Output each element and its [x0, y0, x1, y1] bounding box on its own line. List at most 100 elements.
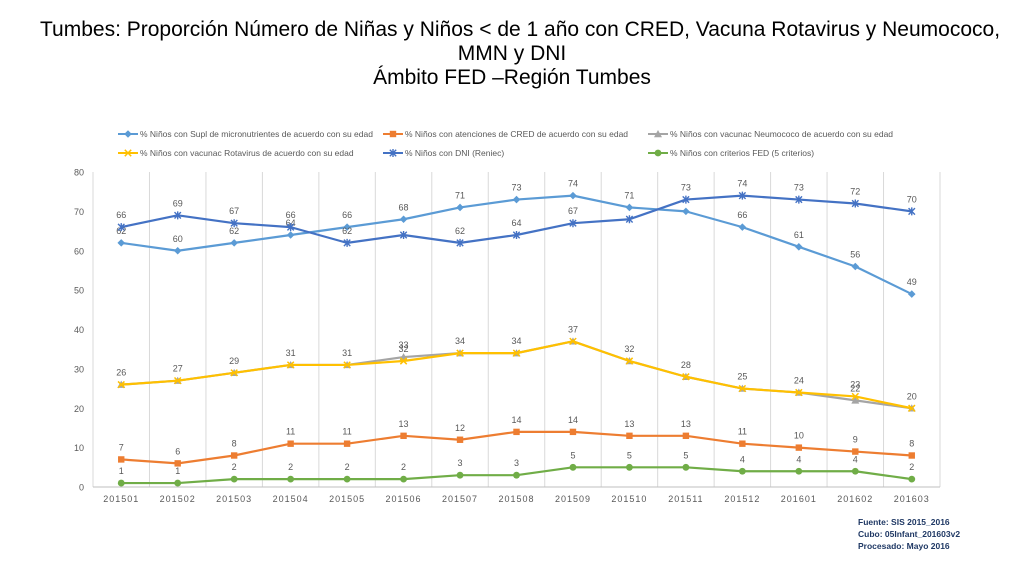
data-label: 26 — [116, 368, 126, 378]
data-label: 11 — [286, 427, 295, 437]
legend-item-0: % Niños con Supl de micronutrientes de a… — [118, 129, 373, 139]
x-tick-label: 201601 — [781, 494, 817, 504]
data-point — [230, 452, 238, 459]
data-label: 60 — [173, 234, 183, 244]
data-point — [654, 130, 662, 138]
x-tick-label: 201507 — [442, 494, 478, 504]
data-label: 49 — [907, 277, 917, 287]
data-point — [795, 243, 803, 251]
data-label: 4 — [740, 454, 745, 464]
data-label: 62 — [455, 226, 465, 236]
data-label: 73 — [511, 183, 521, 193]
y-tick-label: 60 — [74, 246, 84, 256]
data-point — [513, 428, 520, 436]
data-point — [287, 475, 295, 483]
y-tick-label: 40 — [74, 325, 84, 335]
x-tick-label: 201511 — [668, 494, 703, 504]
data-label: 32 — [624, 344, 634, 354]
data-label: 66 — [737, 210, 747, 220]
legend-label: % Niños con Supl de micronutrientes de a… — [140, 129, 373, 139]
data-label: 74 — [737, 179, 747, 189]
source-line-3: Procesado: Mayo 2016 — [858, 541, 950, 551]
title-line-3: Ámbito FED –Región Tumbes — [373, 66, 651, 89]
data-label: 20 — [907, 391, 917, 401]
data-point — [286, 231, 295, 239]
data-point — [389, 149, 397, 157]
data-point — [343, 223, 351, 231]
data-label: 7 — [119, 442, 124, 452]
x-tick-label: 201508 — [498, 494, 534, 504]
data-point — [795, 388, 803, 397]
data-point — [230, 239, 238, 247]
data-point — [456, 471, 464, 479]
data-point — [682, 373, 690, 381]
data-label: 8 — [909, 439, 914, 449]
data-point — [569, 337, 577, 346]
data-point — [569, 191, 577, 200]
data-label: 71 — [455, 190, 465, 200]
y-tick-label: 30 — [74, 364, 84, 374]
data-point — [852, 448, 859, 455]
series-2: 33 22 — [117, 337, 916, 412]
data-point — [795, 444, 803, 451]
data-label: 27 — [173, 364, 183, 374]
data-point — [399, 231, 408, 239]
data-point — [851, 392, 860, 401]
data-label: 28 — [681, 360, 691, 370]
series-5: 1 1 2 2 2 2 3 3 5 5 5 4 4 4 2 — [117, 450, 916, 487]
data-label: 64 — [286, 218, 296, 228]
data-point — [738, 191, 747, 200]
data-label: 5 — [683, 450, 688, 460]
data-point — [625, 203, 634, 212]
data-label: 66 — [342, 210, 352, 220]
data-label: 31 — [342, 348, 352, 358]
y-tick-label: 0 — [79, 483, 84, 493]
data-point — [230, 475, 238, 483]
data-point — [174, 211, 182, 220]
series-line — [121, 194, 913, 296]
data-label: 4 — [853, 454, 858, 464]
legend-item-5: % Niños con criterios FED (5 criterios) — [648, 148, 814, 158]
data-point — [399, 357, 408, 365]
data-label: 2 — [345, 462, 350, 472]
data-label: 1 — [175, 466, 180, 476]
data-label: 37 — [568, 324, 578, 334]
data-point — [795, 195, 803, 204]
data-label: 25 — [737, 372, 747, 382]
legend-item-1: % Niños con atenciones de CRED de acuerd… — [383, 129, 628, 139]
data-point — [174, 460, 181, 467]
x-tick-label: 201509 — [555, 494, 591, 504]
data-label: 34 — [511, 336, 521, 346]
data-point — [625, 215, 634, 224]
data-label: 74 — [568, 179, 578, 189]
data-point — [738, 223, 747, 231]
data-point — [117, 239, 126, 247]
data-point — [117, 479, 125, 487]
data-point — [456, 203, 464, 212]
data-label: 13 — [624, 419, 634, 429]
data-point — [400, 432, 407, 440]
data-point — [174, 479, 182, 487]
data-point — [343, 361, 351, 369]
data-label: 67 — [229, 206, 239, 216]
data-point — [343, 238, 351, 247]
x-tick-label: 201603 — [894, 494, 930, 504]
series-4: 66 69 67 66 62 62 64 67 73 74 73 72 70 — [116, 179, 917, 247]
data-label: 29 — [229, 356, 239, 366]
data-point — [230, 219, 238, 228]
data-label: 31 — [286, 348, 296, 358]
data-label: 5 — [627, 450, 632, 460]
data-label: 22 — [850, 383, 860, 393]
data-point — [117, 380, 125, 389]
x-tick-label: 201502 — [160, 494, 196, 504]
legend-label: % Niños con vacunac Rotavirus de acuerdo… — [140, 148, 354, 158]
data-point — [682, 432, 690, 440]
data-point — [682, 207, 690, 216]
data-point — [738, 384, 747, 393]
legend-item-2: % Niños con vacunac Neumococo de acuerdo… — [648, 129, 893, 139]
data-label: 72 — [850, 187, 860, 197]
x-tick-label: 201505 — [329, 494, 365, 504]
data-point — [286, 223, 295, 232]
data-point — [456, 349, 464, 357]
